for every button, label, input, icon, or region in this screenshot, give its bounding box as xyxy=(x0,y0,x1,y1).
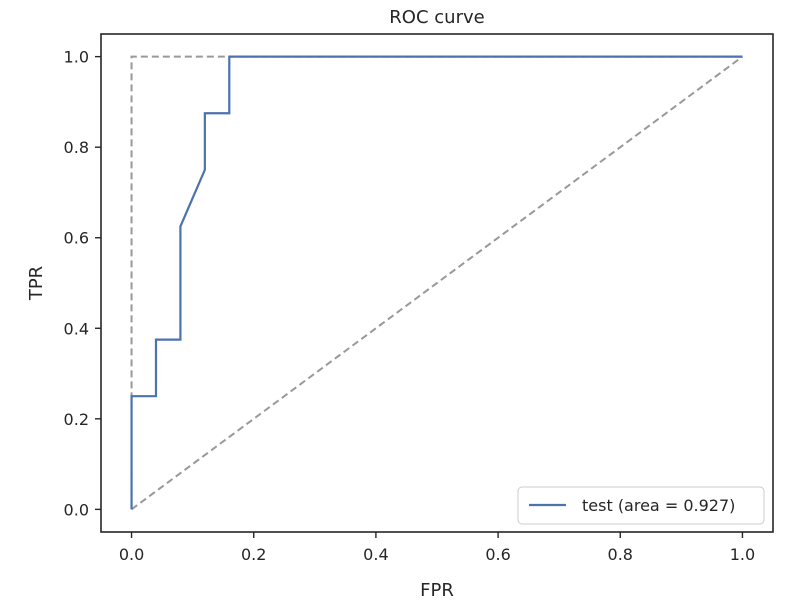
x-tick-label: 1.0 xyxy=(730,545,755,564)
random-classifier-line xyxy=(130,55,744,511)
reference-lines xyxy=(130,55,744,511)
y-tick-label: 1.0 xyxy=(64,48,89,67)
y-tick-label: 0.4 xyxy=(64,319,89,338)
legend-label-test: test (area = 0.927) xyxy=(582,496,735,515)
x-axis-label: FPR xyxy=(420,580,454,601)
y-tick-label: 0.6 xyxy=(64,229,89,248)
y-tick-label: 0.8 xyxy=(64,138,89,157)
x-tick-label: 0.2 xyxy=(241,545,266,564)
legend: test (area = 0.927) xyxy=(517,486,765,525)
series-line-0 xyxy=(130,55,743,510)
chart-title: ROC curve xyxy=(389,7,484,28)
x-tick-label: 0.4 xyxy=(363,545,388,564)
x-tick-label: 0.6 xyxy=(485,545,510,564)
y-axis-ticks: 0.0 0.2 0.4 0.6 0.8 1.0 xyxy=(64,48,101,519)
series-lines xyxy=(130,55,743,510)
x-tick-label: 0.8 xyxy=(608,545,633,564)
x-tick-label: 0.0 xyxy=(119,545,144,564)
y-axis-label: TPR xyxy=(26,266,47,301)
legend-box xyxy=(517,486,765,525)
plot-frame xyxy=(100,33,774,533)
y-tick-label: 0.2 xyxy=(64,410,89,429)
y-tick-label: 0.0 xyxy=(64,500,89,519)
x-axis-ticks: 0.0 0.2 0.4 0.6 0.8 1.0 xyxy=(119,532,755,564)
